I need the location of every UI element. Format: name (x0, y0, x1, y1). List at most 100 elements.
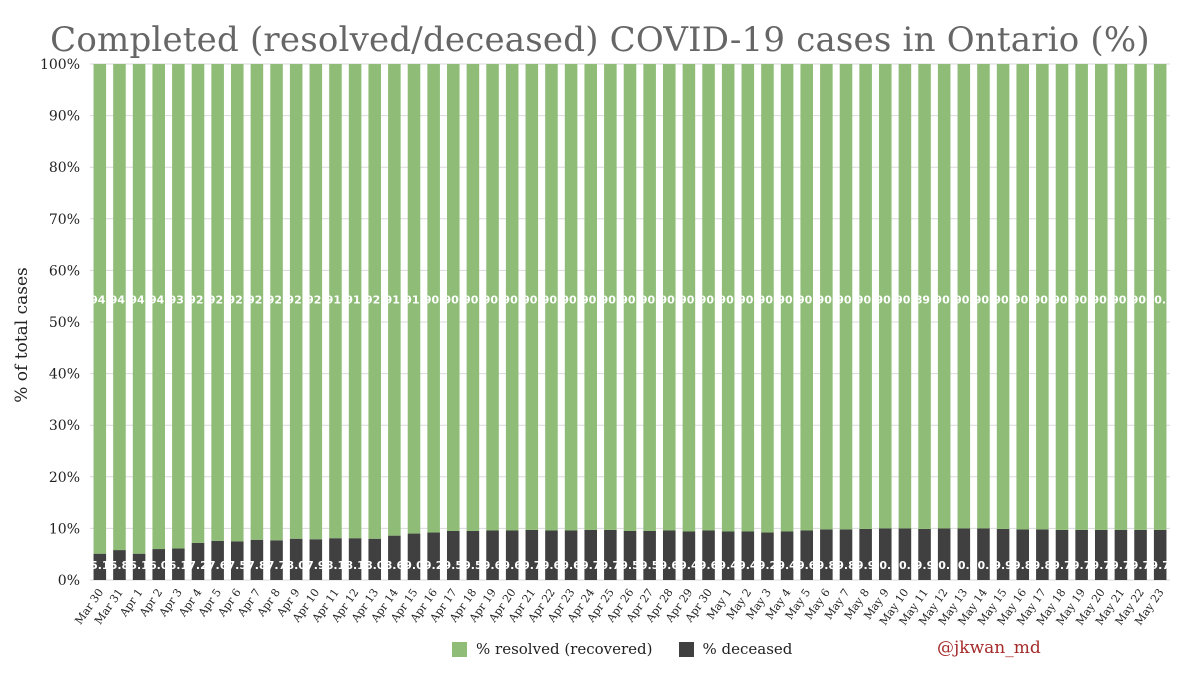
bar-resolved (191, 64, 205, 543)
bar-deceased (250, 539, 264, 580)
bar-deceased (152, 549, 166, 580)
bar-resolved (368, 64, 382, 539)
data-label-resolved: 90. (993, 293, 1013, 306)
data-label-deceased: 7.8 (247, 559, 267, 572)
bar-deceased (721, 531, 735, 580)
data-label-deceased: 10.0 (950, 559, 977, 572)
bar-deceased (839, 529, 853, 580)
data-label-deceased: 9.4 (679, 559, 699, 572)
bar-deceased (427, 532, 440, 580)
data-label-deceased: 5.1 (129, 559, 149, 572)
bar-deceased (1075, 529, 1088, 580)
y-tick-label: 40% (49, 367, 80, 383)
data-label-deceased: 8.1 (326, 559, 346, 572)
bar-deceased (741, 531, 755, 580)
data-label-deceased: 10.0 (970, 559, 997, 572)
legend-item-deceased: % deceased (678, 640, 793, 658)
bar-resolved (1055, 64, 1069, 530)
data-label-resolved: 90. (581, 293, 601, 306)
bar-resolved (250, 64, 264, 540)
data-label-resolved: 90. (1072, 293, 1092, 306)
bar-deceased (996, 528, 1010, 580)
bar-deceased (937, 528, 951, 580)
data-label-deceased: 9.7 (1131, 559, 1151, 572)
y-tick-labels: 0% 10% 20% 30% 40% 50% 60% 70% 80% 90% 100% (40, 57, 80, 589)
data-label-resolved: 90. (934, 293, 954, 306)
data-label-resolved: 90. (561, 293, 581, 306)
data-label-resolved: 90. (836, 293, 856, 306)
data-label-resolved: 90. (1131, 293, 1151, 306)
bar-resolved (172, 64, 185, 549)
bar-deceased (329, 538, 342, 580)
data-label-deceased: 9.7 (1150, 559, 1170, 572)
data-label-deceased: 9.7 (1111, 559, 1131, 572)
bar-deceased (1114, 529, 1128, 580)
bar-deceased (977, 528, 990, 580)
y-tick-label: 80% (49, 160, 80, 176)
data-label-deceased: 9.5 (444, 559, 464, 572)
data-label-resolved: 90. (718, 293, 738, 306)
bar-resolved (937, 64, 951, 529)
bar-deceased (211, 540, 224, 580)
bar-deceased (113, 550, 126, 580)
bar-deceased (604, 529, 617, 580)
data-label-resolved: 90. (1033, 293, 1053, 306)
legend: % resolved (recovered) % deceased (452, 640, 818, 658)
y-tick-label: 10% (49, 521, 80, 537)
bar-deceased (505, 530, 519, 580)
bar-deceased (623, 530, 637, 580)
data-label-resolved: 89. (915, 293, 935, 306)
bar-resolved (682, 64, 696, 532)
bar-deceased (564, 530, 578, 580)
data-label-deceased: 9.4 (777, 559, 797, 572)
data-label-resolved: 90. (777, 293, 797, 306)
data-label-resolved: 92. (228, 293, 248, 306)
y-tick-label: 100% (40, 57, 80, 73)
data-label-deceased: 7.2 (188, 559, 208, 572)
bar-deceased (918, 528, 931, 580)
bar-resolved (564, 64, 578, 531)
data-label-deceased: 9.7 (522, 559, 542, 572)
data-label-resolved: 90. (424, 293, 444, 306)
stacked-bar-chart: 0% 10% 20% 30% 40% 50% 60% 70% 80% 90% 100% Mar 30… (39, 57, 1170, 628)
bar-resolved (152, 64, 166, 550)
data-label-deceased: 7.6 (208, 559, 228, 572)
legend-label-resolved: % resolved (recovered) (476, 640, 653, 658)
data-label-resolved: 92. (188, 293, 208, 306)
data-label-resolved: 90. (876, 293, 896, 306)
data-label-deceased: 9.4 (718, 559, 738, 572)
credit-handle: @jkwan_md (937, 638, 1041, 658)
bar-resolved (623, 64, 637, 531)
bar-resolved (800, 64, 814, 531)
data-label-resolved: 91. (326, 293, 346, 306)
bar-resolved (1153, 64, 1167, 530)
chart-title: Completed (resolved/deceased) COVID-19 c… (50, 20, 1150, 60)
data-label-resolved: 94. (149, 293, 169, 306)
bar-deceased (289, 538, 303, 580)
data-label-deceased: 6.1 (169, 559, 189, 572)
data-label-resolved: 92. (306, 293, 326, 306)
data-label-deceased: 9.0 (404, 559, 424, 572)
data-label-deceased: 9.2 (758, 559, 778, 572)
data-label-deceased: 9.5 (620, 559, 640, 572)
data-label-resolved: 90. (601, 293, 621, 306)
bar-resolved (329, 64, 342, 539)
data-label-deceased: 9.8 (1013, 559, 1033, 572)
data-label-deceased: 9.7 (1052, 559, 1072, 572)
y-tick-label: 20% (49, 470, 80, 486)
data-label-resolved: 90. (463, 293, 483, 306)
data-label-resolved: 90. (738, 293, 758, 306)
bar-deceased (486, 530, 499, 580)
data-label-resolved: 92. (365, 293, 385, 306)
bar-resolved (407, 64, 421, 534)
bars (93, 64, 1167, 580)
data-label-deceased: 10.0 (872, 559, 899, 572)
data-label-resolved: 90. (895, 293, 915, 306)
bar-resolved (1075, 64, 1088, 530)
bar-resolved (702, 64, 715, 531)
legend-swatch-resolved (452, 641, 467, 657)
legend-label-deceased: % deceased (702, 640, 793, 658)
bar-deceased (1094, 529, 1108, 580)
data-label-deceased: 7.5 (228, 559, 248, 572)
data-label-resolved: 90. (954, 293, 974, 306)
